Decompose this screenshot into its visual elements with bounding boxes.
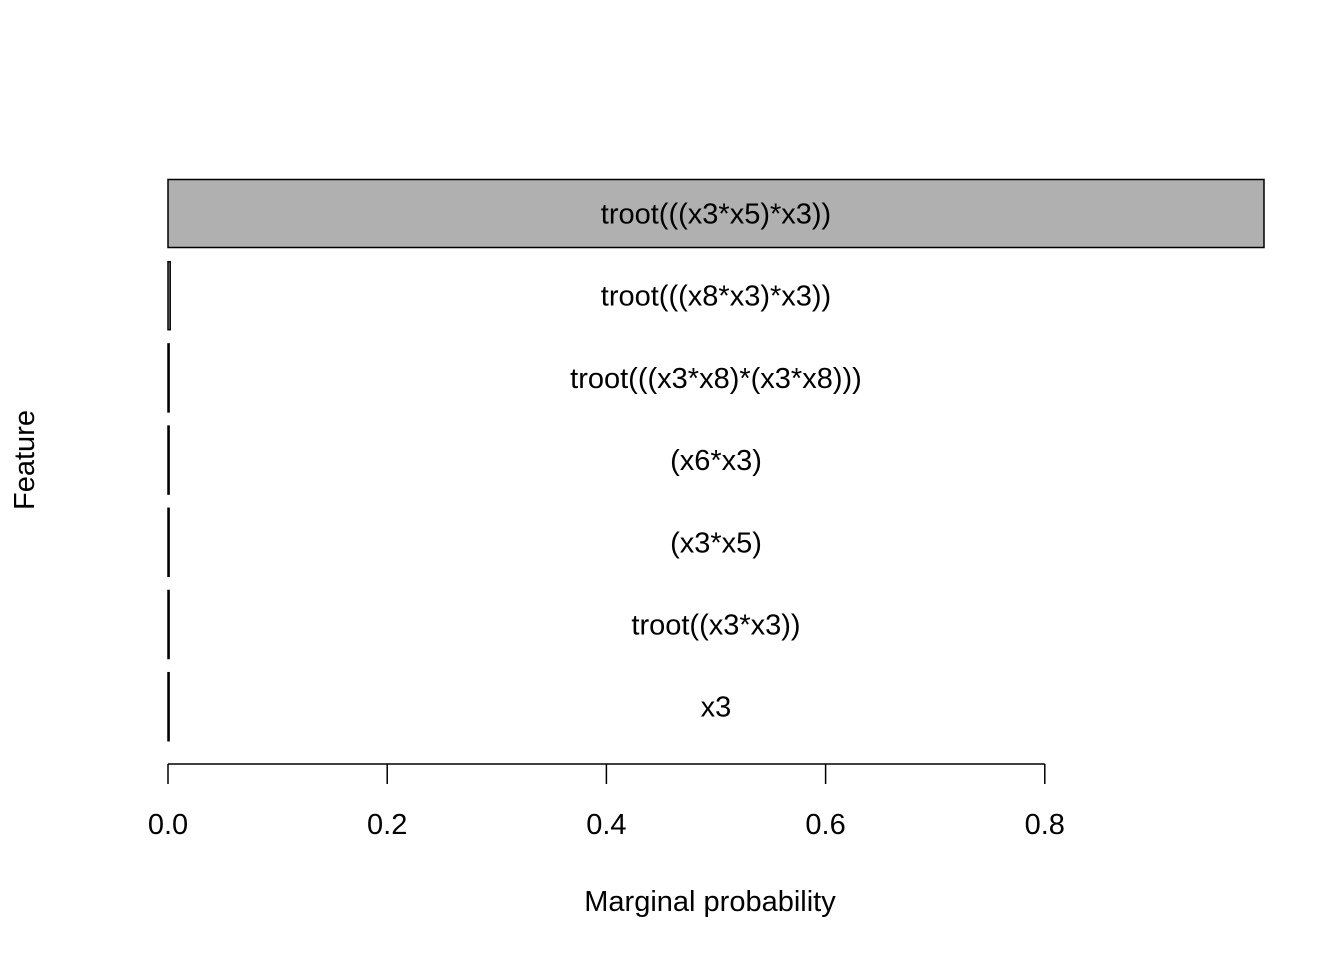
x-tick-label: 0.4 (586, 809, 626, 841)
bar-label: troot(((x3*x5)*x3)) (601, 199, 831, 231)
x-tick-label: 0.8 (1025, 809, 1065, 841)
bar (167, 343, 170, 413)
bar-label: troot((x3*x3)) (631, 610, 800, 642)
bars-layer (167, 178, 1265, 742)
bar-labels-layer: troot(((x3*x5)*x3)) troot(((x8*x3)*x3)) tr… (570, 199, 862, 724)
bar (167, 260, 171, 331)
bar-label: troot(((x3*x8)*(x3*x8))) (570, 363, 862, 395)
x-ticks-layer: 0.0 0.2 0.4 0.6 0.8 (148, 764, 1065, 841)
bar-label: (x6*x3) (670, 445, 762, 477)
bar (167, 507, 170, 578)
bar-label: x3 (701, 692, 732, 724)
bar (167, 178, 1265, 249)
bar-label: troot(((x8*x3)*x3)) (601, 281, 831, 313)
x-tick-label: 0.6 (805, 809, 845, 841)
bar (167, 671, 170, 742)
y-axis-title: Feature (9, 410, 41, 510)
x-tick-label: 0.2 (367, 809, 407, 841)
bar (167, 425, 170, 495)
x-axis: 0.0 0.2 0.4 0.6 0.8 (148, 763, 1065, 841)
bar-label: (x3*x5) (670, 527, 762, 559)
x-axis-title: Marginal probability (584, 886, 836, 918)
bar (167, 589, 170, 660)
x-tick-label: 0.0 (148, 809, 188, 841)
